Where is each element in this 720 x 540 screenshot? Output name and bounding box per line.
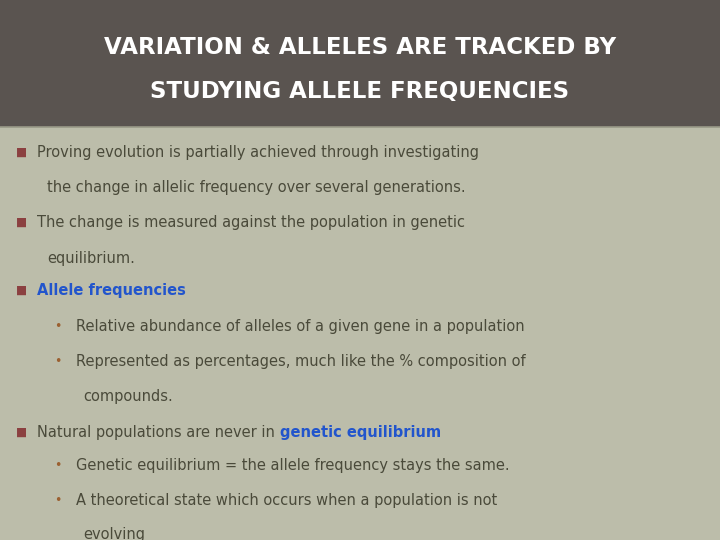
Text: Relative abundance of alleles of a given gene in a population: Relative abundance of alleles of a given… <box>76 319 524 334</box>
Text: ■: ■ <box>16 216 27 229</box>
Text: Proving evolution is partially achieved through investigating: Proving evolution is partially achieved … <box>37 145 480 160</box>
Text: Natural populations are never in: Natural populations are never in <box>37 424 280 440</box>
Text: •: • <box>54 320 61 333</box>
Text: •: • <box>54 459 61 472</box>
Text: compounds.: compounds. <box>83 389 173 404</box>
Text: •: • <box>54 494 61 507</box>
Text: evolving: evolving <box>83 527 145 540</box>
Text: •: • <box>54 355 61 368</box>
FancyBboxPatch shape <box>0 0 720 127</box>
Text: The change is measured against the population in genetic: The change is measured against the popul… <box>37 215 465 230</box>
Text: A theoretical state which occurs when a population is not: A theoretical state which occurs when a … <box>76 493 497 508</box>
Text: ■: ■ <box>16 426 27 438</box>
Text: equilibrium.: equilibrium. <box>47 251 135 266</box>
Text: genetic equilibrium: genetic equilibrium <box>280 424 441 440</box>
Text: STUDYING ALLELE FREQUENCIES: STUDYING ALLELE FREQUENCIES <box>150 80 570 103</box>
Text: ■: ■ <box>16 284 27 297</box>
Text: Allele frequencies: Allele frequencies <box>37 283 186 298</box>
Text: Represented as percentages, much like the % composition of: Represented as percentages, much like th… <box>76 354 525 369</box>
Text: the change in allelic frequency over several generations.: the change in allelic frequency over sev… <box>47 180 465 195</box>
Text: ■: ■ <box>16 146 27 159</box>
Text: VARIATION & ALLELES ARE TRACKED BY: VARIATION & ALLELES ARE TRACKED BY <box>104 36 616 59</box>
Text: Genetic equilibrium = the allele frequency stays the same.: Genetic equilibrium = the allele frequen… <box>76 458 509 473</box>
